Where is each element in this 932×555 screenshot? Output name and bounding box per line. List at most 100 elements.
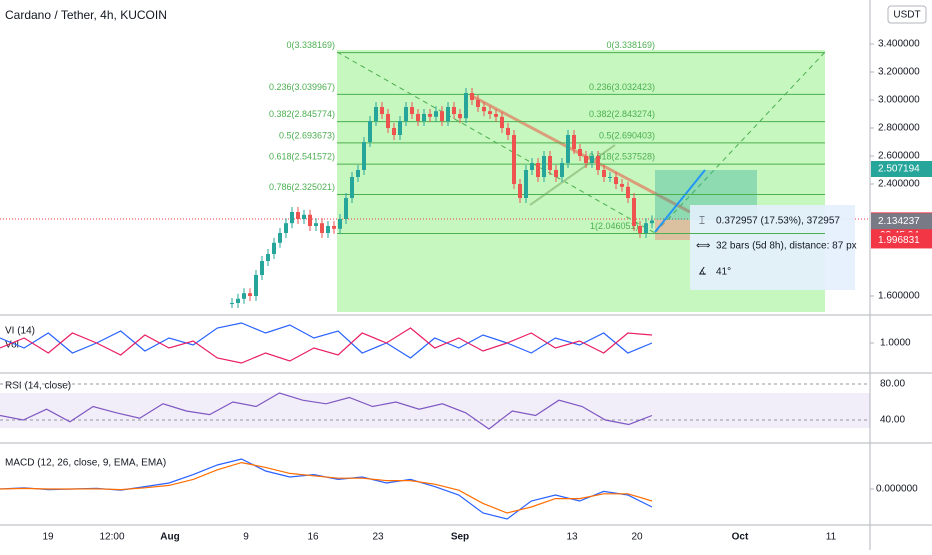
candle <box>428 114 432 117</box>
candle <box>500 116 504 128</box>
icon: ⌶ <box>699 216 705 227</box>
candle <box>542 156 546 177</box>
candle <box>272 242 276 254</box>
currency-button[interactable] <box>887 5 927 24</box>
price-tick-label: 3.400000 <box>878 39 920 50</box>
candle <box>320 223 324 233</box>
macd-tick-label: 0.000000 <box>876 484 918 495</box>
candle <box>326 226 330 233</box>
price-tick-label: 1.600000 <box>878 291 920 302</box>
measure-text: 0.372957 (17.53%), 372957 <box>716 216 840 227</box>
candle <box>494 114 498 117</box>
currency: USDT <box>893 10 920 21</box>
time-label: 16 <box>307 532 319 543</box>
vi-title: VI (14) <box>5 326 35 337</box>
candle <box>410 107 414 114</box>
measure-line <box>654 169 706 233</box>
candle <box>632 198 636 226</box>
trend-line <box>529 144 616 206</box>
candle <box>446 107 450 121</box>
candle <box>362 142 366 170</box>
indicator-line <box>0 392 653 430</box>
indicator-line <box>0 327 653 364</box>
candle <box>386 114 390 128</box>
indicator-line <box>0 322 653 359</box>
price-tag-label: 2.134237 <box>878 216 920 227</box>
candle <box>230 303 234 304</box>
candle <box>506 128 510 135</box>
rsi-band <box>0 393 870 428</box>
candle <box>602 170 606 177</box>
candle <box>338 219 342 229</box>
candle <box>524 170 528 198</box>
candle <box>254 275 258 296</box>
candle <box>548 156 552 170</box>
price-tick-label: 2.400000 <box>878 179 920 190</box>
icon: ∡ <box>698 267 707 278</box>
candle <box>584 156 588 163</box>
candle <box>596 156 600 170</box>
time-label: 20 <box>631 532 643 543</box>
candle <box>266 254 270 261</box>
candle <box>392 128 396 135</box>
candle <box>416 114 420 121</box>
measure-area <box>655 220 690 240</box>
fib-label: 0.382(2.843274) <box>589 109 655 119</box>
time-label: 12:00 <box>99 532 124 543</box>
symbol-title: Cardano / Tether, 4h, KUCOIN <box>5 8 167 22</box>
indicator-line <box>0 461 653 514</box>
time-label: 9 <box>243 532 249 543</box>
candle <box>458 114 462 119</box>
candle <box>608 177 612 178</box>
candle <box>518 184 522 198</box>
candle <box>278 233 282 243</box>
candle <box>242 293 246 299</box>
candle <box>284 223 288 233</box>
candle <box>248 293 252 296</box>
candle <box>620 184 624 187</box>
vi-tick-label: 1.0000 <box>880 338 911 349</box>
candle <box>644 223 648 233</box>
rsi-tick-label: 40.00 <box>880 415 905 426</box>
candle <box>308 214 312 226</box>
candle <box>422 114 426 121</box>
time-label: 19 <box>42 532 54 543</box>
candle <box>626 186 630 198</box>
price-tag-label: 1.996831 <box>878 235 920 246</box>
price-tag <box>871 160 932 177</box>
measure-text: 41° <box>716 267 731 278</box>
candle <box>260 261 264 275</box>
candle <box>296 212 300 219</box>
candle <box>476 100 480 107</box>
candle <box>314 223 318 226</box>
candle <box>470 93 474 100</box>
time-label: Oct <box>732 532 749 543</box>
candle <box>380 107 384 114</box>
candle <box>332 226 336 229</box>
candle <box>566 135 570 163</box>
fib-label: 0.786(2.325021) <box>269 182 335 192</box>
fib-label: 0.236(3.039967) <box>269 82 335 92</box>
time-label: 23 <box>372 532 384 543</box>
candle <box>398 121 402 135</box>
candle <box>560 163 564 177</box>
time-label: Aug <box>160 532 179 543</box>
macd-title: MACD (12, 26, close, 9, EMA, EMA) <box>5 458 166 469</box>
candle <box>638 226 642 233</box>
time-label: Sep <box>451 532 469 543</box>
fib-label: 0.618(2.537528) <box>589 152 655 162</box>
icon: ⟺ <box>696 241 710 252</box>
fib-label: 1(2.046051) <box>590 221 639 231</box>
candle <box>572 135 576 149</box>
candle <box>356 170 360 177</box>
measure-text: 32 bars (5d 8h), distance: 87 px <box>716 241 857 252</box>
fib-label: 0(3.338169) <box>286 40 335 50</box>
time-label: 13 <box>566 532 578 543</box>
candle <box>614 177 618 184</box>
candle <box>404 107 408 121</box>
fib-label: 0.236(3.032423) <box>589 82 655 92</box>
price-tag <box>871 232 932 249</box>
candle <box>536 163 540 177</box>
time-label: 11 <box>826 532 837 543</box>
